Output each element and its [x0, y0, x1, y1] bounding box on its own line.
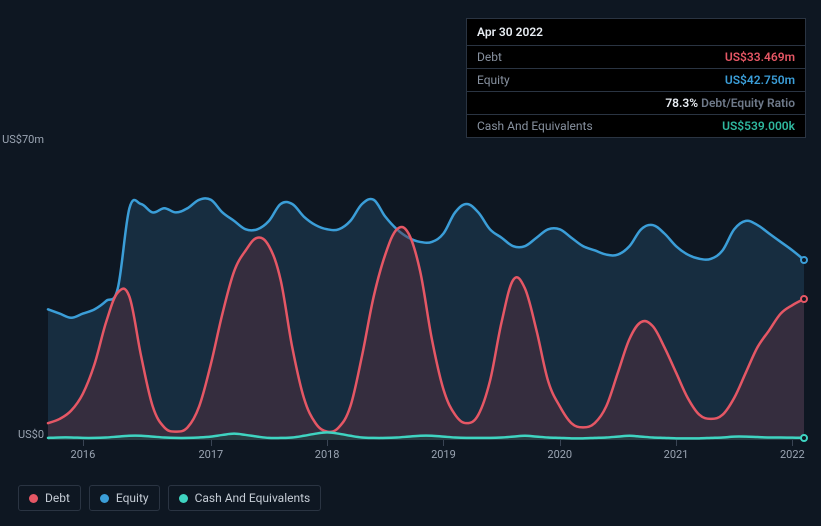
x-axis-label: 2020	[547, 448, 572, 461]
legend-item-equity[interactable]: Equity	[89, 485, 160, 511]
chart-legend: Debt Equity Cash And Equivalents	[18, 485, 321, 511]
tooltip-row-label: Equity	[477, 73, 510, 87]
tooltip-row-value: US$42.750m	[725, 73, 795, 87]
tooltip-date: Apr 30 2022	[467, 19, 805, 46]
legend-dot-icon	[100, 494, 109, 503]
tooltip-row-label: Debt	[477, 50, 502, 64]
tooltip-row-value: 78.3% Debt/Equity Ratio	[665, 96, 795, 110]
x-axis-label: 2022	[780, 448, 805, 461]
legend-item-label: Debt	[45, 491, 70, 505]
legend-dot-icon	[29, 494, 38, 503]
x-axis-tick	[676, 440, 677, 446]
tooltip-row: 78.3% Debt/Equity Ratio	[467, 92, 805, 115]
x-axis-tick	[211, 440, 212, 446]
x-axis-tick	[327, 440, 328, 446]
x-axis-label: 2021	[664, 448, 689, 461]
tooltip-row-value: US$33.469m	[725, 50, 795, 64]
tooltip-row-value-suffix: Debt/Equity Ratio	[698, 96, 795, 110]
x-axis-label: 2016	[71, 448, 96, 461]
tooltip-row: Debt US$33.469m	[467, 46, 805, 69]
x-axis-tick	[443, 440, 444, 446]
legend-item-label: Equity	[116, 491, 149, 505]
end-marker-debt	[800, 295, 808, 303]
legend-item-label: Cash And Equivalents	[195, 491, 311, 505]
end-marker-equity	[800, 256, 808, 264]
legend-dot-icon	[179, 494, 188, 503]
x-axis-label: 2018	[315, 448, 340, 461]
x-axis-tick	[792, 440, 793, 446]
x-axis-tick	[560, 440, 561, 446]
x-axis-label: 2017	[198, 448, 223, 461]
tooltip-row-label: Cash And Equivalents	[477, 119, 593, 133]
end-marker-cash	[800, 434, 808, 442]
tooltip-row: Cash And Equivalents US$539.000k	[467, 115, 805, 137]
chart-tooltip: Apr 30 2022 Debt US$33.469m Equity US$42.750…	[466, 18, 806, 138]
legend-item-debt[interactable]: Debt	[18, 485, 81, 511]
x-axis-label: 2019	[431, 448, 456, 461]
legend-item-cash-and-equivalents[interactable]: Cash And Equivalents	[168, 485, 322, 511]
tooltip-row-value: US$539.000k	[722, 119, 795, 133]
y-axis-label: US$70m	[0, 133, 44, 146]
tooltip-row-value-prefix: 78.3%	[665, 96, 698, 110]
x-axis-tick	[83, 440, 84, 446]
y-axis-label: US$0	[0, 428, 44, 441]
tooltip-row: Equity US$42.750m	[467, 69, 805, 92]
